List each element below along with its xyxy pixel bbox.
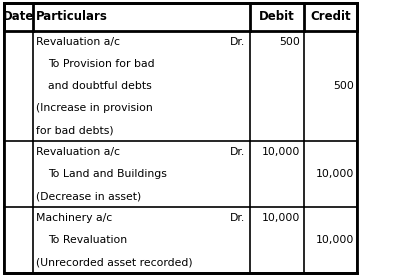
Text: To Provision for bad: To Provision for bad bbox=[48, 59, 155, 69]
Text: To Land and Buildings: To Land and Buildings bbox=[48, 169, 167, 179]
Text: 10,000: 10,000 bbox=[316, 169, 354, 179]
Bar bbox=[4, 3, 357, 31]
Text: Debit: Debit bbox=[259, 10, 295, 23]
Text: Revaluation a/c: Revaluation a/c bbox=[36, 37, 120, 47]
Text: Particulars: Particulars bbox=[36, 10, 108, 23]
Text: 10,000: 10,000 bbox=[316, 235, 354, 245]
Text: 500: 500 bbox=[280, 37, 300, 47]
Text: and doubtful debts: and doubtful debts bbox=[48, 81, 152, 91]
Text: Date: Date bbox=[3, 10, 34, 23]
Text: Dr.: Dr. bbox=[230, 147, 245, 157]
Text: Revaluation a/c: Revaluation a/c bbox=[36, 147, 120, 157]
Text: for bad debts): for bad debts) bbox=[36, 125, 114, 135]
Text: Machinery a/c: Machinery a/c bbox=[36, 213, 113, 223]
Text: Dr.: Dr. bbox=[230, 37, 245, 47]
Text: Dr.: Dr. bbox=[230, 213, 245, 223]
Bar bbox=[4, 3, 357, 273]
Text: To Revaluation: To Revaluation bbox=[48, 235, 127, 245]
Text: (Decrease in asset): (Decrease in asset) bbox=[36, 191, 141, 201]
Text: 10,000: 10,000 bbox=[262, 147, 300, 157]
Text: 10,000: 10,000 bbox=[262, 213, 300, 223]
Text: Credit: Credit bbox=[310, 10, 351, 23]
Text: (Unrecorded asset recorded): (Unrecorded asset recorded) bbox=[36, 257, 193, 267]
Text: 500: 500 bbox=[334, 81, 354, 91]
Text: (Increase in provision: (Increase in provision bbox=[36, 103, 153, 113]
